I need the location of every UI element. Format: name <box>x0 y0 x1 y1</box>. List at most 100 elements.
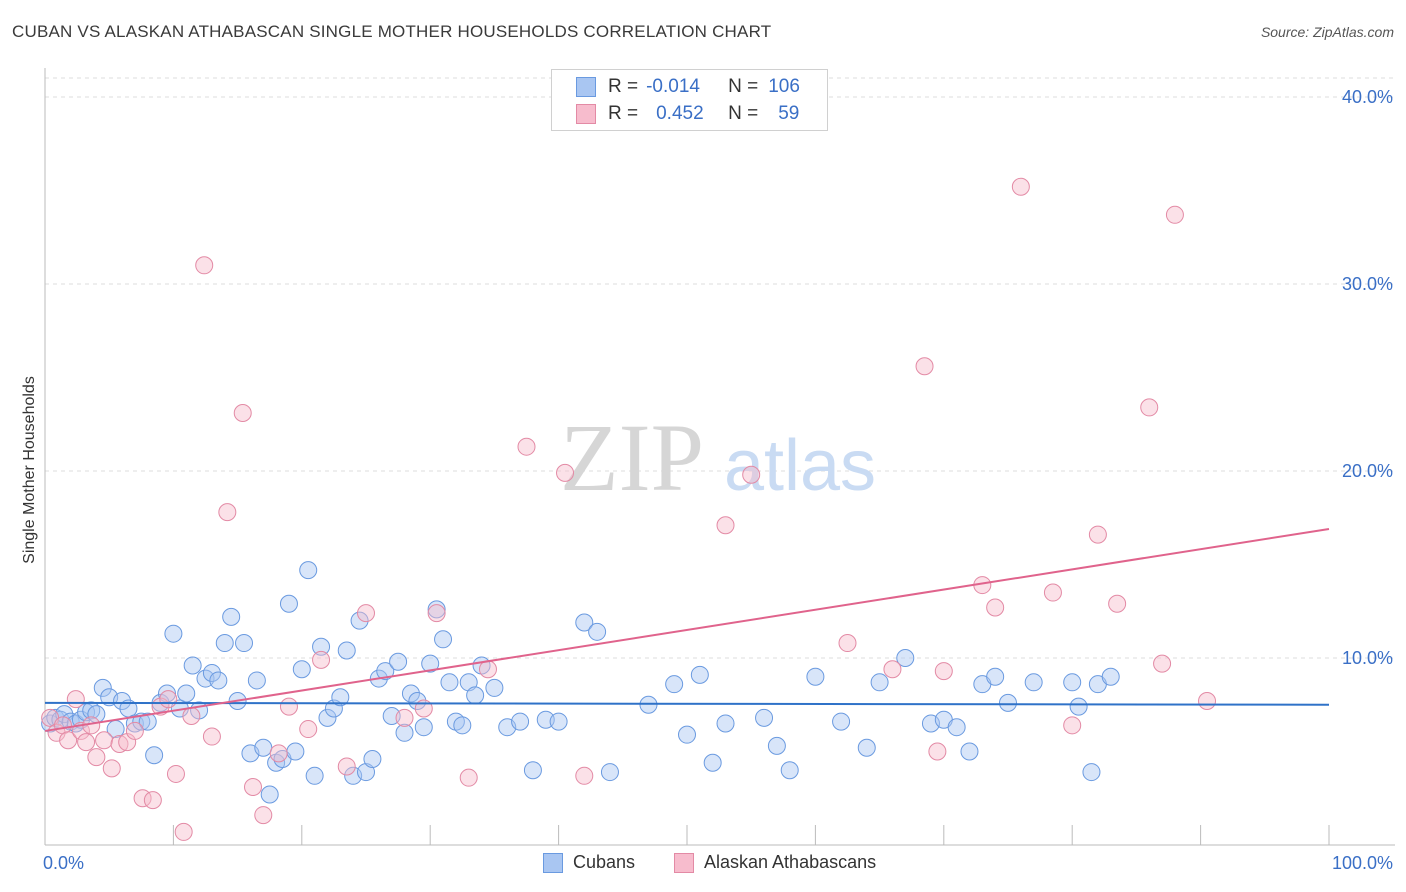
x-tick-label-max: 100.0% <box>1332 853 1393 873</box>
cubans-point <box>549 712 568 731</box>
series-legend-alaskan[interactable]: Alaskan Athabascans <box>674 852 876 873</box>
cubans-point <box>331 688 350 707</box>
alaskan-point <box>233 404 252 423</box>
alaskan-point <box>110 735 129 754</box>
cubans-point <box>389 652 408 671</box>
alaskan-point <box>1140 398 1159 417</box>
alaskan-point <box>312 650 331 669</box>
legend-row-cubans: R = -0.014 N = 106 <box>576 75 800 99</box>
series-legend: Cubans Alaskan Athabascans <box>0 852 1406 876</box>
alaskan-point <box>195 256 214 275</box>
cubans-point <box>93 678 112 697</box>
cubans-point <box>466 686 485 705</box>
series-swatch-cubans <box>543 852 563 873</box>
watermark: ZIP atlas <box>560 404 876 511</box>
alaskan-point <box>934 662 953 681</box>
alaskan-point <box>269 744 288 763</box>
legend-row-alaskan: R = 0.452 N = 59 <box>576 102 800 126</box>
cubans-point <box>235 634 254 653</box>
cubans-point <box>305 766 324 785</box>
cubans-point <box>703 753 722 772</box>
cubans-point <box>138 712 157 731</box>
cubans-point <box>286 742 305 761</box>
alaskan-point <box>556 463 575 482</box>
cubans-point <box>279 594 298 613</box>
cubans-point <box>434 630 453 649</box>
cubans-point <box>350 611 369 630</box>
legend-r-label: R = <box>608 76 639 97</box>
cubans-point <box>395 723 414 742</box>
alaskan-point <box>202 727 221 746</box>
alaskan-point <box>218 503 237 522</box>
alaskan-point <box>986 598 1005 617</box>
alaskan-point <box>883 660 902 679</box>
cubans-point <box>202 663 221 682</box>
cubans-point <box>157 684 176 703</box>
y-tick-label: 20.0% <box>1342 461 1393 481</box>
cubans-point <box>1069 697 1088 716</box>
cubans-point <box>511 712 530 731</box>
cubans-point <box>767 736 786 755</box>
series-legend-cubans[interactable]: Cubans <box>543 852 635 873</box>
cubans-point <box>485 678 504 697</box>
cubans-point <box>357 763 375 782</box>
watermark-zip: ZIP <box>560 404 704 511</box>
alaskan-trend-line <box>44 527 1330 732</box>
cubans-point <box>665 675 684 694</box>
alaskan-point <box>159 690 178 709</box>
alaskan-point <box>1063 716 1082 735</box>
cubans-point <box>780 761 799 780</box>
cubans-point <box>427 600 446 619</box>
legend-n-value: 59 <box>778 103 800 124</box>
correlation-legend: R = -0.014 N = 106 R = 0.452 N = 59 <box>551 69 828 131</box>
cubans-point <box>164 624 183 643</box>
cubans-point <box>523 761 542 780</box>
cubans-point <box>440 673 459 692</box>
cubans-point <box>376 662 395 681</box>
cubans-point <box>857 738 876 757</box>
cubans-point <box>1101 667 1120 686</box>
cubans-point <box>947 718 966 737</box>
alaskan-point <box>95 731 114 750</box>
tick-labels: 10.0% 20.0% 30.0% 40.0% 0.0% 100.0% <box>43 87 1393 873</box>
alaskan-point <box>254 806 273 825</box>
cubans-point <box>247 671 266 690</box>
alaskan-point <box>143 791 162 810</box>
cubans-point <box>299 561 318 580</box>
alaskan-point <box>182 706 201 725</box>
alaskan-point <box>1165 205 1184 224</box>
cubans-point <box>999 693 1017 712</box>
alaskan-point <box>915 357 934 376</box>
cubans-point <box>459 673 478 692</box>
trend-lines <box>44 527 1330 732</box>
alaskan-point <box>395 708 414 727</box>
cubans-point <box>832 712 851 731</box>
cubans-point <box>363 749 382 768</box>
legend-r-value: 0.452 <box>656 103 704 124</box>
cubans-point <box>678 725 696 744</box>
alaskan-point <box>838 634 857 653</box>
alaskan-point <box>716 516 735 535</box>
legend-n-label: N = <box>728 76 759 97</box>
y-tick-label: 40.0% <box>1342 87 1393 107</box>
cubans-point <box>690 665 709 684</box>
cubans-point <box>145 746 164 765</box>
cubans-point <box>588 622 607 641</box>
alaskan-point <box>66 690 85 709</box>
cubans-point <box>292 660 311 679</box>
alaskan-point <box>742 465 761 484</box>
cubans-point <box>337 641 356 660</box>
cubans-point <box>177 684 196 703</box>
alaskan-point <box>459 768 478 787</box>
alaskan-point <box>427 604 446 623</box>
alaskan-point <box>53 716 72 735</box>
legend-n-label: N = <box>728 103 759 124</box>
series-label-alaskan: Alaskan Athabascans <box>704 852 877 872</box>
cubans-point <box>318 708 337 727</box>
cubans-point <box>222 607 241 626</box>
series-swatch-alaskan <box>674 852 694 873</box>
alaskan-point <box>1043 583 1062 602</box>
x-tick-label-min: 0.0% <box>43 853 84 873</box>
cubans-point <box>960 742 979 761</box>
